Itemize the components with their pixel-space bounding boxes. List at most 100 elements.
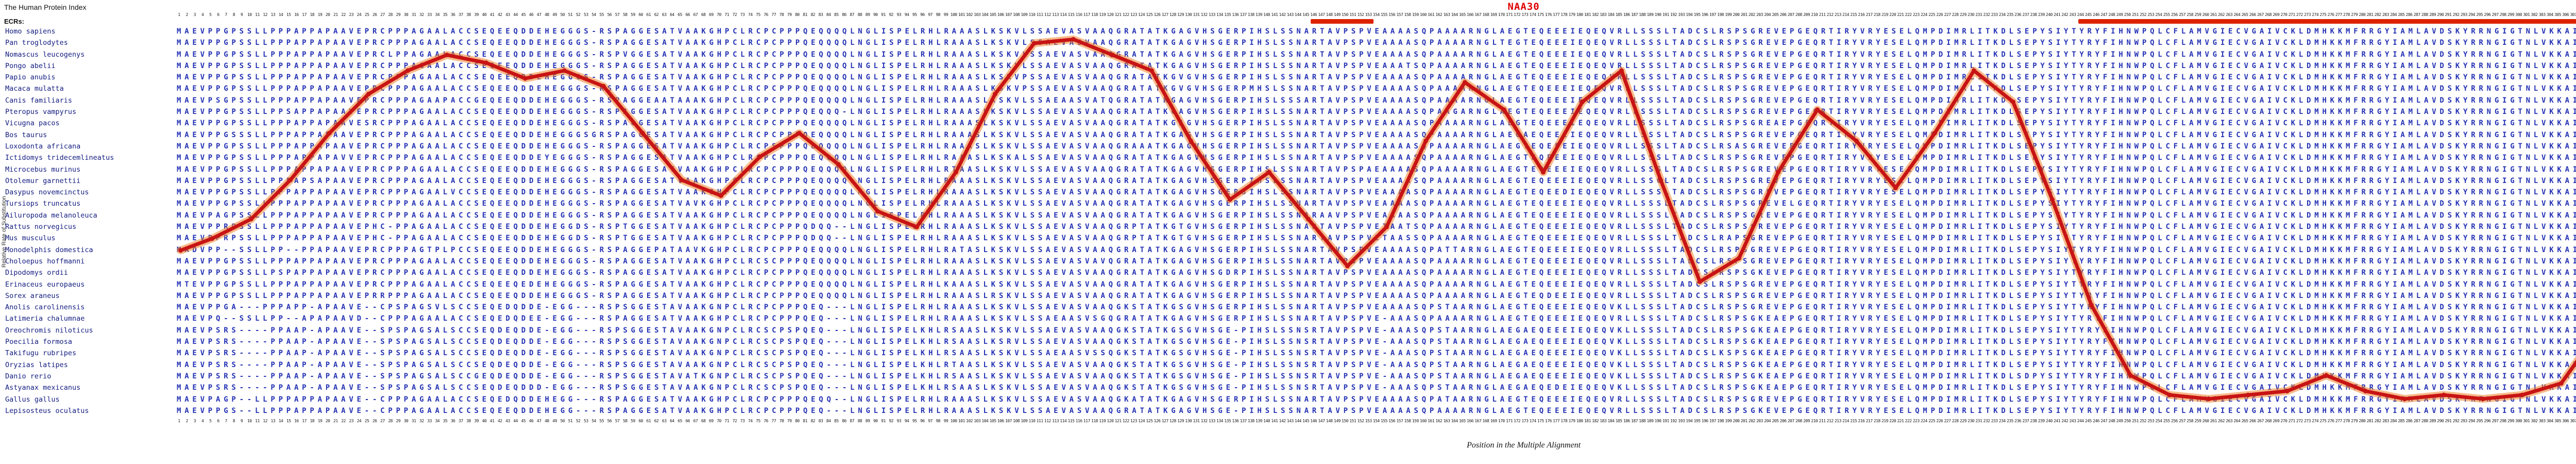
ruler-tick: 49 <box>552 12 557 17</box>
ruler-tick: 128 <box>1169 12 1176 17</box>
ruler-tick: 252 <box>2140 12 2147 17</box>
ruler-tick: 125 <box>1146 12 1153 17</box>
ruler-tick: 144 <box>1294 419 1301 423</box>
ruler-tick: 161 <box>1428 419 1435 423</box>
ruler-tick: 94 <box>904 12 909 17</box>
ecr-segment <box>2078 19 2576 24</box>
ruler-tick: 196 <box>1701 419 1708 423</box>
ruler-tick: 307 <box>2570 419 2576 423</box>
ruler-tick: 277 <box>2335 419 2342 423</box>
ruler-tick: 219 <box>1881 419 1888 423</box>
ruler-tick: 215 <box>1850 419 1857 423</box>
ruler-tick: 95 <box>912 419 917 423</box>
ruler-tick: 143 <box>1286 12 1294 17</box>
ruler-tick: 97 <box>928 419 933 423</box>
ruler-tick: 71 <box>724 12 730 17</box>
ruler-tick: 72 <box>732 419 737 423</box>
ruler-tick: 185 <box>1615 419 1622 423</box>
ruler-tick: 272 <box>2296 419 2303 423</box>
ruler-tick: 22 <box>341 12 346 17</box>
ruler-tick: 224 <box>1920 12 1927 17</box>
ruler-tick: 299 <box>2507 419 2514 423</box>
ruler-tick: 36 <box>450 12 455 17</box>
ruler-tick: 216 <box>1858 419 1865 423</box>
ruler-tick: 101 <box>958 419 965 423</box>
ruler-tick: 13 <box>270 12 276 17</box>
ruler-tick: 115 <box>1067 419 1075 423</box>
ruler-tick: 180 <box>1576 12 1583 17</box>
ruler-tick: 242 <box>2061 419 2069 423</box>
alignment-row: Takifugu rubripes MAEVPSRS----PPAAP-APAAV… <box>0 347 2576 359</box>
alignment-row: Bos taurus MAEVPPGSSSLLPPPAPPAPAAVEPRCPPP… <box>0 129 2576 141</box>
sequence-text: MADVPP--SSLLPP--PPAPAAVEPRCPPPAGTPLPCCSE… <box>177 245 2576 254</box>
ruler-tick: 252 <box>2140 419 2147 423</box>
ruler-tick: 9 <box>240 419 243 423</box>
species-name: Macaca mulatta <box>5 85 64 93</box>
ruler-tick: 141 <box>1271 419 1278 423</box>
ruler-tick: 42 <box>497 419 502 423</box>
ruler-tick: 220 <box>1889 12 1896 17</box>
ruler-tick: 139 <box>1255 419 1262 423</box>
ruler-tick: 111 <box>1036 12 1043 17</box>
ruler-tick: 289 <box>2429 12 2436 17</box>
ruler-tick: 181 <box>1584 12 1591 17</box>
ruler-tick: 126 <box>1154 419 1161 423</box>
ruler-tick: 286 <box>2405 12 2413 17</box>
ruler-tick: 117 <box>1083 12 1090 17</box>
ruler-tick: 188 <box>1639 12 1646 17</box>
ruler-tick: 162 <box>1435 419 1443 423</box>
ruler-tick: 212 <box>1826 419 1834 423</box>
alignment-row: Nomascus leucogenys MAEVPPGPSSLLPPPAPPAPA… <box>0 49 2576 60</box>
ruler-tick: 187 <box>1631 419 1638 423</box>
ruler-tick: 78 <box>779 419 784 423</box>
ruler-tick: 160 <box>1419 419 1427 423</box>
ruler-tick: 137 <box>1240 419 1247 423</box>
ruler-tick: 278 <box>2343 12 2350 17</box>
ecr-track <box>175 19 2576 24</box>
ruler-tick: 5 <box>209 12 212 17</box>
ruler-tick: 244 <box>2077 419 2084 423</box>
ruler-tick: 288 <box>2421 419 2428 423</box>
ruler-tick: 218 <box>1873 419 1880 423</box>
ruler-tick: 177 <box>1553 12 1560 17</box>
ruler-tick: 223 <box>1912 419 1920 423</box>
ruler-tick: 297 <box>2492 12 2499 17</box>
ruler-tick: 88 <box>857 419 862 423</box>
species-name: Oreochromis niloticus <box>5 326 93 335</box>
ruler-tick: 127 <box>1161 419 1168 423</box>
species-name: Mus musculus <box>5 234 56 243</box>
ruler-tick: 191 <box>1662 419 1669 423</box>
ruler-tick: 108 <box>1013 419 1020 423</box>
ruler-tick: 282 <box>2374 12 2381 17</box>
ruler-tick: 43 <box>505 419 510 423</box>
ruler-tick: 48 <box>545 419 549 423</box>
ruler-tick: 210 <box>1811 12 1818 17</box>
ruler-tick: 68 <box>701 12 706 17</box>
ruler-tick: 70 <box>717 12 721 17</box>
ruler-tick: 111 <box>1036 419 1043 423</box>
ruler-tick: 17 <box>302 12 307 17</box>
ruler-tick: 98 <box>936 12 941 17</box>
ruler-tick: 110 <box>1028 419 1036 423</box>
ruler-tick: 242 <box>2061 12 2069 17</box>
ruler-tick: 245 <box>2084 12 2092 17</box>
ruler-tick: 6 <box>217 12 219 17</box>
ruler-tick: 74 <box>748 12 753 17</box>
ruler-tick: 11 <box>255 419 260 423</box>
ruler-tick: 295 <box>2476 12 2483 17</box>
sequence-text: MAEVPSRS----PPAAP-APAAVE--SPSPAGSALSCCSE… <box>177 384 2576 392</box>
ruler-tick: 31 <box>411 419 416 423</box>
sequence-text: MAEVPPGPSSLLPPPAPPAPAAVEPRCPPPAGAALACCSE… <box>177 257 2576 266</box>
ruler-tick: 81 <box>803 12 807 17</box>
ruler-tick: 93 <box>896 12 902 17</box>
ruler-tick: 184 <box>1607 12 1615 17</box>
alignment-row: Oryzias latipes MAEVPSRS----PPAAP-APAAVE-… <box>0 359 2576 371</box>
ruler-tick: 109 <box>1021 419 1028 423</box>
ruler-tick: 132 <box>1200 12 1208 17</box>
ruler-tick: 79 <box>787 12 792 17</box>
sequence-text: MAEVPPGPSSLLPPPAPPAPAAVEPRCPPPAGAALACCSE… <box>177 27 2576 36</box>
alignment-row: Latimeria chalumnae MAEVPQ--SSLLPP--APAPA… <box>0 313 2576 324</box>
ruler-tick: 135 <box>1224 419 1231 423</box>
ruler-tick: 263 <box>2226 419 2233 423</box>
ruler-tick: 55 <box>599 419 604 423</box>
